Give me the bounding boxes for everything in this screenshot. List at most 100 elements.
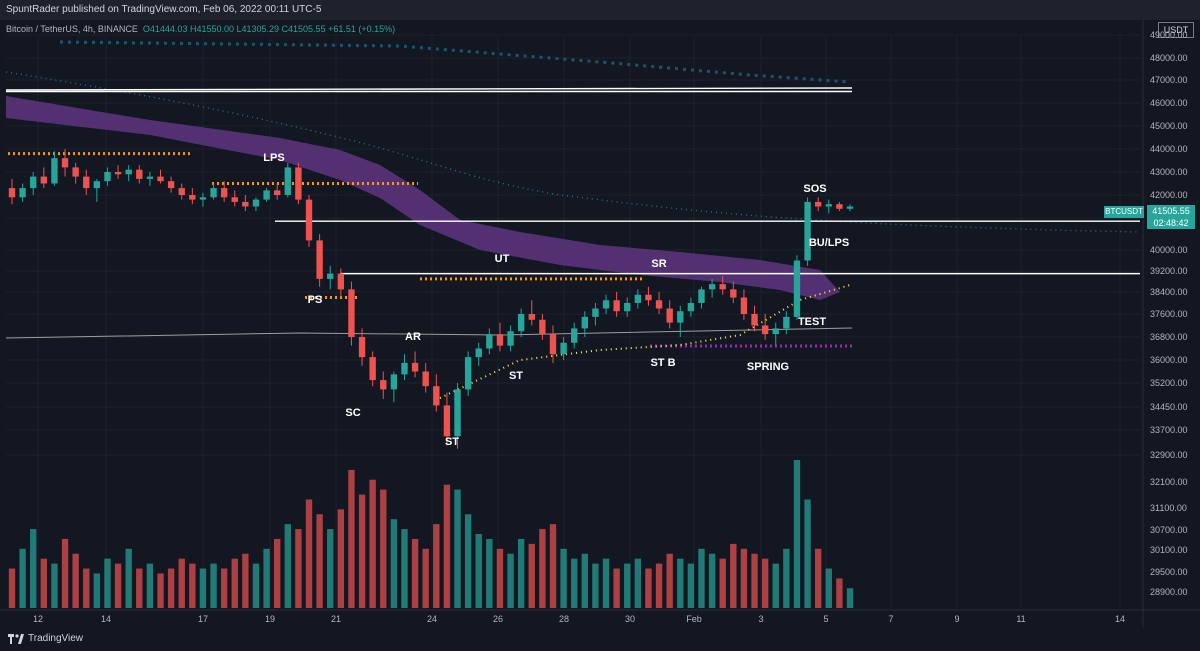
volume-bar [613,568,620,608]
candle-body [263,190,270,200]
volume-bar [571,558,578,608]
candle-body [740,297,748,314]
candle-body [242,201,249,207]
candle-body [358,337,366,358]
x-axis-label: Feb [686,614,702,624]
candle-body [337,273,345,290]
candle-body [539,319,546,335]
volume-bar [719,558,726,608]
candle-body [327,273,334,279]
candle-body [422,371,429,387]
wyckoff-label: ST B [650,357,675,369]
volume-bar [348,469,355,608]
ma-dotted-line [5,71,1141,233]
candle-body [146,176,154,179]
ohlc-values: O41444.03 H41550.00 L41305.29 C41505.55 … [142,24,396,34]
volume-bar [167,568,175,608]
candle-body [613,300,620,312]
last-price: 41505.55 [1152,206,1190,216]
y-axis-label: 49000.00 [1150,30,1188,40]
candle-body [793,260,801,317]
x-axis-label: 21 [331,614,341,624]
candle-body [114,172,122,175]
volume-bar [666,553,673,608]
x-axis-label: 30 [625,614,635,624]
x-axis-label: 26 [493,614,503,624]
volume-bar [199,568,207,608]
publish-bar: SpuntRader published on TradingView.com,… [0,0,1200,20]
volume-bar [61,538,69,608]
y-axis-label: 30700.00 [1150,525,1188,535]
candle-body [411,362,419,372]
x-axis-label: 17 [198,614,208,624]
candle-body [592,308,599,317]
candle-body [199,197,207,200]
candle-body [125,169,132,175]
volume-bar [655,563,663,608]
volume-bar [443,484,451,608]
currency-button[interactable]: USDT [1158,22,1194,38]
volume-bar [454,489,461,608]
volume-bar [549,524,557,608]
candle-body [475,348,482,358]
candle-body [40,176,48,184]
candle-body [517,314,525,332]
volume-bar [698,548,705,608]
candle-body [549,334,557,355]
candle-body [369,357,376,381]
volume-bar [51,563,58,608]
volume-bar [846,588,854,608]
candle-body [167,181,175,189]
volume-bar [83,568,90,608]
tradingview-logo[interactable]: TradingView [8,633,83,644]
candle-body [189,195,196,200]
y-axis-label: 32100.00 [1150,477,1188,487]
volume-bar [730,543,737,608]
symbol-name[interactable]: Bitcoin / TetherUS, 4h, BINANCE [6,24,138,34]
candle-body [61,158,69,168]
tradingview-brand: TradingView [28,633,84,644]
wyckoff-label: SPRING [747,361,789,373]
x-axis-label: 14 [1115,614,1125,624]
y-axis-label: 38400.00 [1150,287,1188,297]
volume-bar [114,563,122,608]
candle-body [252,199,260,207]
y-axis-label: 32900.00 [1150,450,1188,460]
candle-body [443,405,451,437]
y-axis-label: 29500.00 [1150,567,1188,577]
y-axis-label: 36800.00 [1150,332,1188,342]
publish-info: SpuntRader published on TradingView.com,… [6,4,322,15]
x-axis-label: 9 [954,614,959,624]
candle-body [719,284,726,290]
price-chart[interactable]: LPS PS SC AR ST UT ST SR ST B SPRING TEST SOS BU/LPS… [0,0,1200,628]
candle-body [178,188,185,195]
volume-bar [19,548,26,608]
candle-body [464,357,472,390]
y-axis-label: 37600.00 [1150,309,1188,319]
volume-bar [761,558,769,608]
candle-body [380,380,387,390]
candle-body [571,328,578,343]
volume-bar [401,529,408,608]
volume-bar [507,553,514,608]
volume-bar [93,573,101,608]
candle-body [348,289,355,337]
candle-body [231,197,238,202]
symbol-info: Bitcoin / TetherUS, 4h, BINANCE O41444.0… [6,24,395,34]
volume-bar [624,563,631,608]
volume-bar [602,558,610,608]
volume-bar [295,529,302,608]
y-axis-label: 47000.00 [1150,75,1188,85]
volume-bar [189,563,196,608]
candle-body [814,201,822,207]
y-axis-label: 36000.00 [1150,355,1188,365]
wyckoff-label: AR [405,331,421,343]
volume-bar [751,553,758,608]
x-axis-label: 11 [1016,614,1025,624]
candle-body [666,308,673,323]
candle-body [30,176,37,189]
volume-bar [146,563,154,608]
candle-body [634,294,642,303]
x-axis-label: 5 [823,614,828,624]
volume-bar [8,568,16,608]
